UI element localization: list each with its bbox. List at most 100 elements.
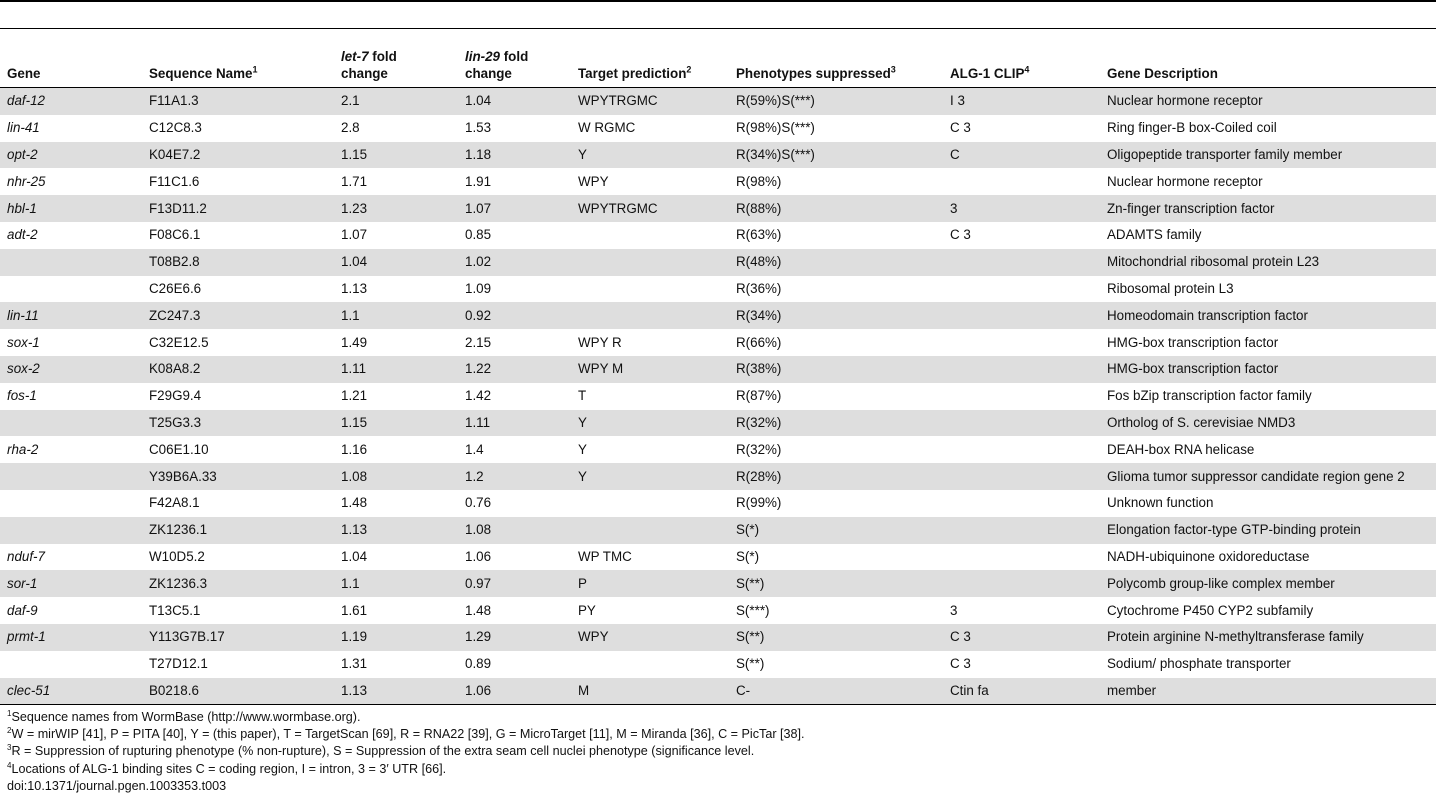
header-top-rule (0, 28, 1436, 29)
cell-let7-fold: 1.23 (334, 195, 458, 222)
cell-description: Nuclear hormone receptor (1107, 173, 1263, 189)
cell-sequence-name: F29G9.4 (149, 388, 202, 404)
cell-description: Polycomb group-like complex member (1100, 570, 1436, 598)
cell-alg1-clip: C 3 (950, 227, 971, 243)
cell-target-prediction (571, 222, 729, 249)
cell-let7-fold: 1.13 (341, 280, 368, 296)
cell-let7-fold: 1.49 (341, 334, 368, 350)
cell-lin29-fold: 1.91 (465, 173, 492, 189)
cell-let7-fold: 2.1 (334, 87, 458, 115)
cell-sequence-name: Y113G7B.17 (142, 623, 334, 651)
cell-phenotypes: R(34%) (729, 302, 943, 330)
cell-target-prediction: T (578, 388, 587, 404)
cell-gene: fos-1 (7, 388, 37, 404)
cell-lin29-fold: 1.08 (458, 516, 571, 544)
cell-description: Fos bZip transcription factor family (1107, 388, 1312, 404)
cell-lin29-fold: 1.2 (458, 463, 571, 490)
cell-let7-fold: 1.19 (334, 623, 458, 651)
cell-gene: opt-2 (0, 141, 142, 169)
cell-phenotypes: S(*) (729, 516, 943, 544)
footnotes: 1Sequence names from WormBase (http://ww… (7, 709, 805, 795)
cell-gene (0, 463, 142, 490)
table-row: fos-1 F29G9.4 1.21 1.42 T R(87%) Fos bZip tran… (0, 383, 1436, 410)
cell-target-prediction (571, 276, 729, 303)
cell-lin29-fold: 1.07 (458, 195, 571, 222)
cell-target-prediction: WPYTRGMC (571, 87, 729, 115)
cell-alg1-clip (943, 355, 1100, 383)
cell-description: Homeodomain transcription factor (1100, 302, 1436, 330)
doi-link[interactable]: doi:10.1371/journal.pgen.1003353.t003 (7, 778, 227, 793)
cell-target-prediction: Y (578, 441, 587, 457)
cell-lin29-fold: 0.97 (458, 570, 571, 598)
cell-let7-fold: 1.13 (334, 677, 458, 706)
table-row: opt-2 K04E7.2 1.15 1.18 Y R(34%)S(***) C Oligop… (0, 141, 1436, 169)
cell-sequence-name: K04E7.2 (142, 141, 334, 169)
cell-lin29-fold: 2.15 (465, 334, 492, 350)
table-row: F42A8.1 1.48 0.76 R(99%) Unknown function (0, 490, 1436, 517)
cell-let7-fold: 1.48 (341, 495, 368, 511)
cell-phenotypes: R(66%) (736, 334, 782, 350)
cell-target-prediction: WP TMC (578, 548, 632, 564)
cell-lin29-fold: 1.06 (458, 677, 571, 706)
cell-alg1-clip: C 3 (950, 656, 971, 672)
table-row: daf-12 F11A1.3 2.1 1.04 WPYTRGMC R(59%)S(***)… (0, 87, 1436, 115)
cell-phenotypes: R(59%)S(***) (729, 87, 943, 115)
cell-description: Glioma tumor suppressor candidate region… (1100, 463, 1436, 490)
cell-gene (0, 651, 142, 678)
cell-description: ADAMTS family (1107, 227, 1202, 243)
cell-phenotypes: R(99%) (736, 495, 782, 511)
cell-phenotypes: R(32%) (736, 441, 782, 457)
cell-target-prediction (571, 248, 729, 276)
cell-alg1-clip (943, 248, 1100, 276)
cell-alg1-clip: C 3 (943, 623, 1100, 651)
cell-description: Ortholog of S. cerevisiae NMD3 (1100, 409, 1436, 437)
table-row: Y39B6A.33 1.08 1.2 Y R(28%) Glioma tumor supp… (0, 463, 1436, 490)
cell-sequence-name: C26E6.6 (149, 280, 202, 296)
cell-alg1-clip (943, 409, 1100, 437)
cell-gene: nduf-7 (7, 548, 45, 564)
cell-phenotypes: R(87%) (736, 388, 782, 404)
cell-lin29-fold: 1.42 (465, 388, 492, 404)
cell-sequence-name: W10D5.2 (149, 548, 205, 564)
cell-gene: clec-51 (0, 677, 142, 706)
cell-phenotypes: R(63%) (736, 227, 782, 243)
footnote-4: 4Locations of ALG-1 binding sites C = co… (7, 760, 447, 776)
cell-description: Nuclear hormone receptor (1100, 87, 1436, 115)
table-row: sox-1 C32E12.5 1.49 2.15 WPY R R(66%) HMG-box … (0, 329, 1436, 356)
cell-let7-fold: 1.15 (334, 141, 458, 169)
cell-let7-fold: 1.08 (334, 463, 458, 490)
cell-phenotypes: S(***) (736, 602, 770, 618)
cell-lin29-fold: 1.04 (458, 87, 571, 115)
cell-gene: sox-2 (0, 355, 142, 383)
cell-description: Ring finger-B box-Coiled coil (1107, 120, 1277, 136)
cell-let7-fold: 1.1 (334, 570, 458, 598)
cell-let7-fold: 1.04 (341, 548, 368, 564)
table-row: lin-41 C12C8.3 2.8 1.53 W RGMC R(98%)S(***) C … (0, 115, 1436, 142)
cell-let7-fold: 1.04 (334, 248, 458, 276)
table-top-rule (0, 0, 1436, 2)
cell-lin29-fold: 0.89 (465, 656, 492, 672)
cell-target-prediction: WPYTRGMC (571, 195, 729, 222)
cell-gene: adt-2 (7, 227, 38, 243)
cell-sequence-name: T08B2.8 (142, 248, 334, 276)
cell-phenotypes: C- (729, 677, 943, 706)
cell-lin29-fold: 1.02 (458, 248, 571, 276)
cell-alg1-clip (943, 544, 1100, 571)
table-row: daf-9 T13C5.1 1.61 1.48 PY S(***) 3 Cytochrome … (0, 597, 1436, 624)
results-table: Gene Sequence Name1 let-7 fold change lin… (0, 30, 1436, 706)
cell-sequence-name: T13C5.1 (149, 602, 201, 618)
cell-let7-fold: 2.8 (341, 120, 360, 136)
cell-let7-fold: 1.15 (334, 409, 458, 437)
cell-gene: hbl-1 (0, 195, 142, 222)
cell-gene: daf-9 (7, 602, 38, 618)
table-row: ZK1236.1 1.13 1.08 S(*) Elongation factor-ty… (0, 516, 1436, 544)
cell-let7-fold: 1.21 (341, 388, 368, 404)
cell-target-prediction: Y (571, 141, 729, 169)
cell-let7-fold: 1.31 (341, 656, 368, 672)
cell-gene: nhr-25 (7, 173, 46, 189)
cell-target-prediction (571, 516, 729, 544)
table-row: rha-2 C06E1.10 1.16 1.4 Y R(32%) DEAH-box RNA … (0, 436, 1436, 463)
cell-let7-fold: 1.61 (341, 602, 368, 618)
cell-phenotypes: S(**) (729, 570, 943, 598)
cell-target-prediction (571, 651, 729, 678)
